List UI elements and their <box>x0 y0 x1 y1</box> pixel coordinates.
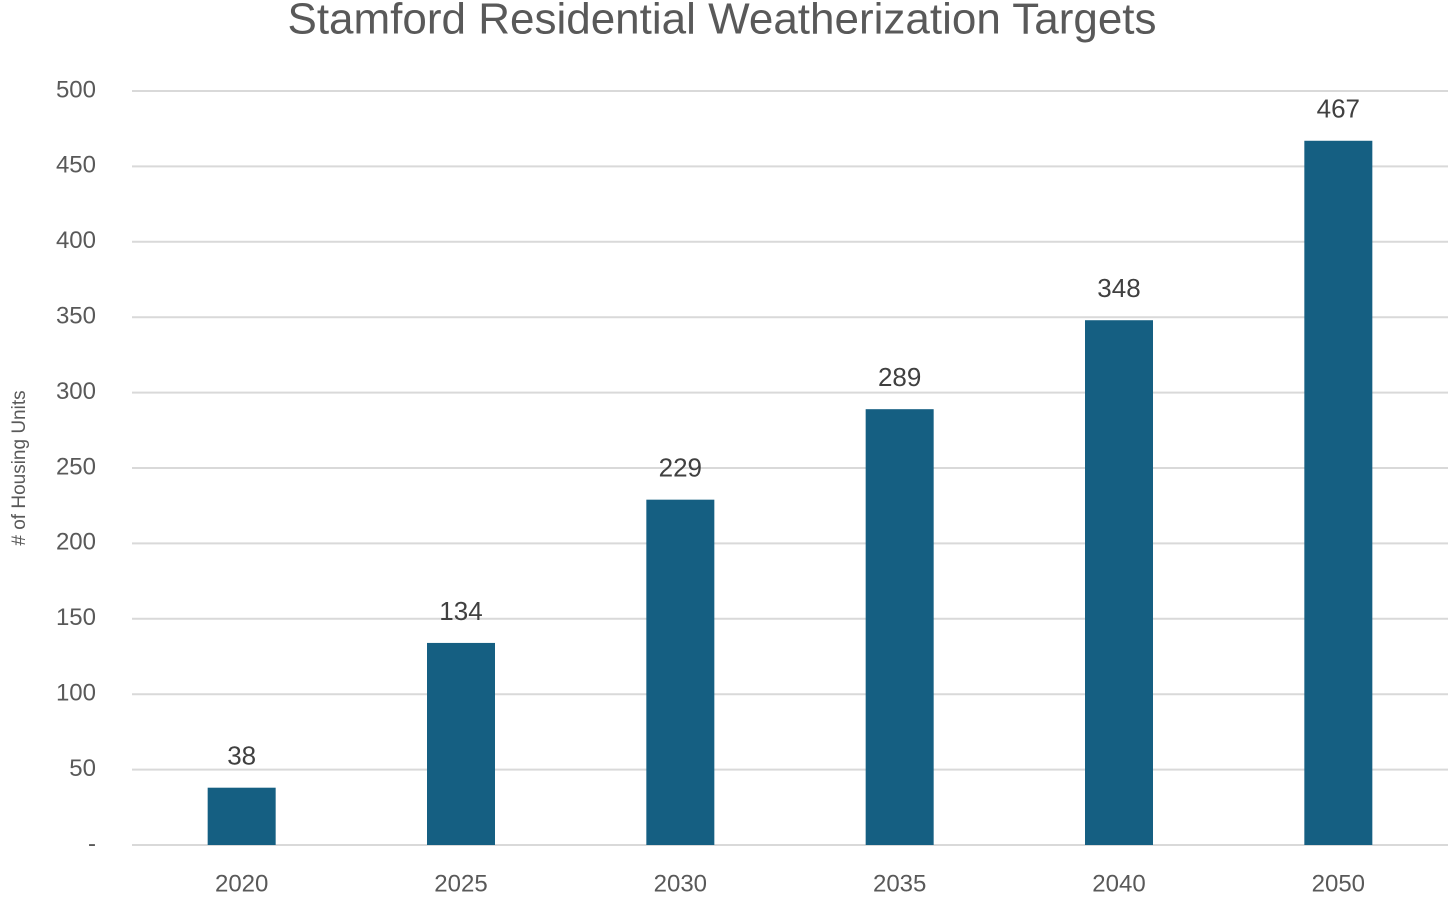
bar <box>1085 320 1153 845</box>
y-tick-label: 100 <box>56 680 96 707</box>
x-tick-label: 2035 <box>873 870 926 897</box>
y-tick-label: 200 <box>56 529 96 556</box>
bar <box>646 499 715 845</box>
data-label: 289 <box>878 362 921 392</box>
chart-title: Stamford Residential Weatherization Targ… <box>287 0 1156 44</box>
y-tick-label: 500 <box>56 76 96 103</box>
y-axis-label: # of Housing Units <box>9 390 30 545</box>
data-label: 467 <box>1317 94 1360 124</box>
y-tick-label: 250 <box>56 453 96 480</box>
data-label: 134 <box>439 596 482 626</box>
x-tick-label: 2020 <box>215 870 268 897</box>
y-tick-label: 400 <box>56 227 96 254</box>
y-tick-label: 350 <box>56 303 96 330</box>
data-label: 38 <box>227 741 256 771</box>
bar <box>207 787 276 845</box>
x-tick-label: 2050 <box>1312 870 1365 897</box>
y-tick-label: 300 <box>56 378 96 405</box>
y-tick-label: 450 <box>56 152 96 179</box>
bar <box>865 409 934 845</box>
bar <box>427 642 495 845</box>
x-tick-label: 2025 <box>434 870 487 897</box>
x-tick-label: 2040 <box>1092 870 1145 897</box>
data-label: 229 <box>659 453 702 483</box>
x-tick-label: 2030 <box>654 870 707 897</box>
bar <box>1304 140 1373 845</box>
data-label: 348 <box>1097 273 1140 303</box>
y-tick-label: 150 <box>56 604 96 631</box>
y-tick-label: 50 <box>69 755 96 782</box>
y-tick-label: - <box>88 830 96 857</box>
